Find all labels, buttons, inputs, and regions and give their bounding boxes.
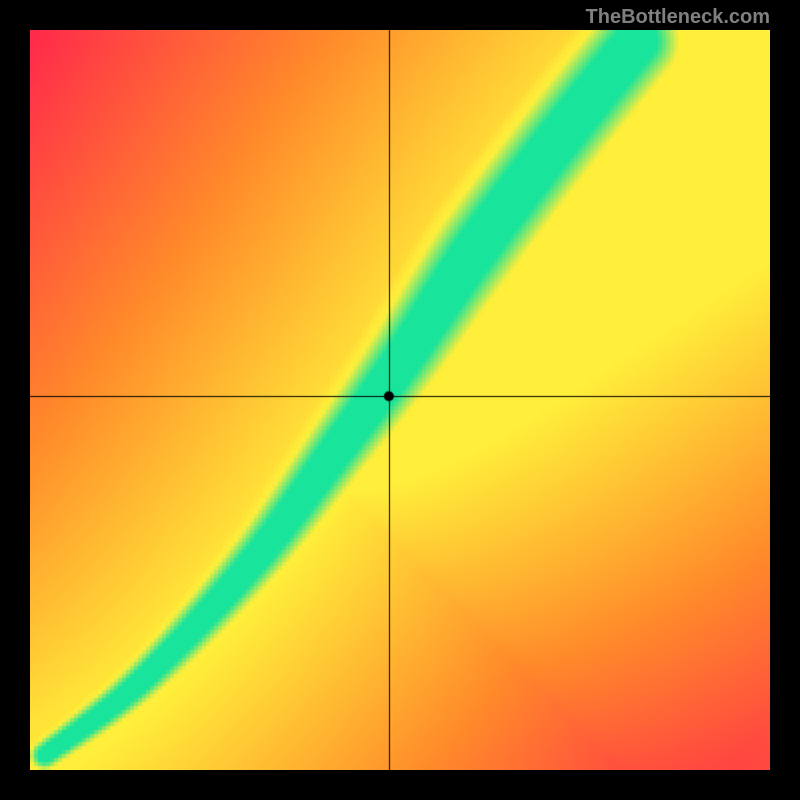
watermark-text: TheBottleneck.com xyxy=(586,6,770,29)
bottleneck-heatmap xyxy=(30,30,770,770)
plot-area xyxy=(30,30,770,770)
chart-container: TheBottleneck.com xyxy=(0,0,800,800)
